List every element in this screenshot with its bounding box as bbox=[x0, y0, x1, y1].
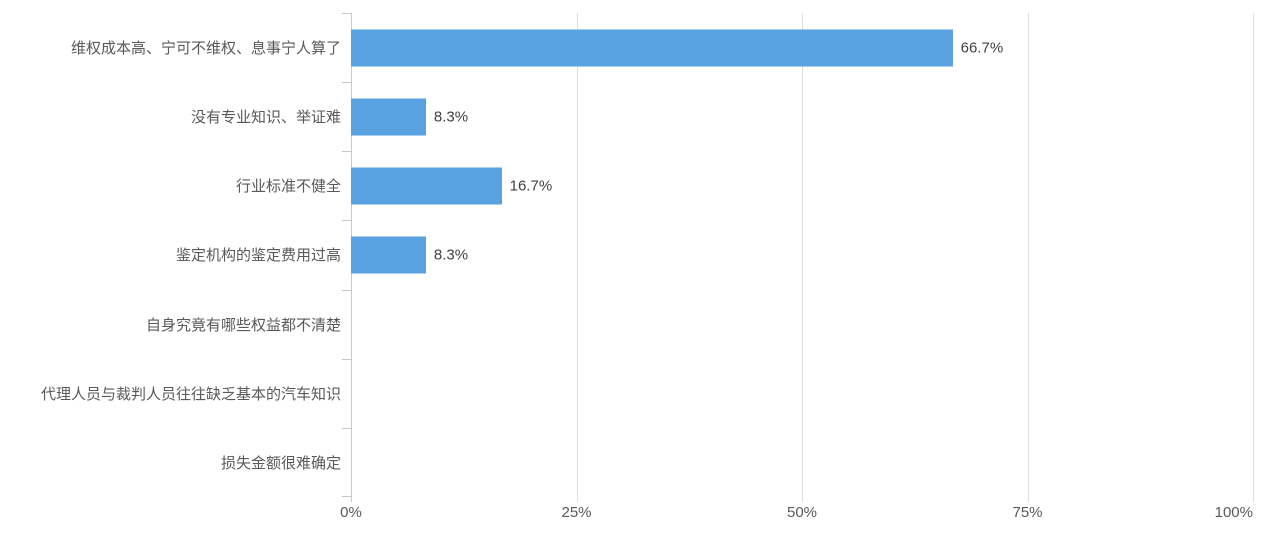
bar-row: 8.3% bbox=[351, 82, 1253, 151]
plot-area: 66.7% 8.3% 16.7% 8.3% bbox=[342, 13, 1254, 502]
y-axis-tick bbox=[342, 13, 351, 14]
category-label: 行业标准不健全 bbox=[235, 178, 341, 196]
bar-value-label: 66.7% bbox=[960, 39, 1004, 57]
category-label: 鉴定机构的鉴定费用过高 bbox=[175, 247, 341, 265]
x-axis-tick-label: 50% bbox=[786, 504, 818, 521]
bar bbox=[351, 98, 426, 136]
bar-value-label: 8.3% bbox=[433, 108, 469, 126]
category-label: 没有专业知识、举证难 bbox=[190, 109, 341, 127]
x-axis-tick-label: 0% bbox=[340, 504, 362, 521]
bar bbox=[351, 236, 426, 274]
gridline bbox=[802, 13, 803, 502]
y-axis-tick bbox=[342, 82, 351, 84]
bar bbox=[351, 29, 953, 67]
category-row: 损失金额很难确定 bbox=[0, 428, 341, 497]
bar-row bbox=[351, 290, 1253, 359]
bar-row bbox=[351, 359, 1253, 428]
x-axis-tick-labels: 0% 25% 50% 75% 100% bbox=[340, 504, 1253, 524]
y-axis-tick bbox=[342, 151, 351, 153]
y-axis-tick bbox=[342, 220, 351, 222]
bar-series: 66.7% 8.3% 16.7% 8.3% bbox=[351, 13, 1253, 497]
bar-row: 16.7% bbox=[351, 151, 1253, 220]
category-label: 代理人员与裁判人员往往缺乏基本的汽车知识 bbox=[40, 385, 341, 403]
y-axis-tick bbox=[342, 358, 351, 360]
bar-row: 8.3% bbox=[351, 220, 1253, 289]
y-axis-tick bbox=[342, 427, 351, 429]
category-row: 行业标准不健全 bbox=[0, 151, 341, 220]
y-axis-tick bbox=[342, 289, 351, 291]
bar-row: 66.7% bbox=[351, 13, 1253, 82]
category-label: 损失金额很难确定 bbox=[220, 454, 341, 472]
category-label: 自身究竟有哪些权益都不清楚 bbox=[145, 316, 341, 334]
bar-row bbox=[351, 428, 1253, 497]
category-row: 没有专业知识、举证难 bbox=[0, 82, 341, 151]
bar bbox=[351, 167, 502, 205]
category-row: 鉴定机构的鉴定费用过高 bbox=[0, 220, 341, 289]
bar-value-label: 8.3% bbox=[433, 246, 469, 264]
x-axis-tick-label: 25% bbox=[561, 504, 592, 521]
x-axis-tick-label: 100% bbox=[1214, 504, 1253, 521]
category-label: 维权成本高、宁可不维权、息事宁人算了 bbox=[70, 40, 341, 58]
bar-value-label: 16.7% bbox=[509, 177, 553, 195]
gridline bbox=[576, 13, 578, 502]
gridline bbox=[1253, 13, 1254, 502]
y-axis-tick bbox=[342, 496, 351, 497]
x-axis-tick-label: 75% bbox=[1012, 504, 1043, 521]
category-row: 维权成本高、宁可不维权、息事宁人算了 bbox=[0, 13, 341, 82]
category-row: 自身究竟有哪些权益都不清楚 bbox=[0, 290, 341, 359]
category-axis-labels: 维权成本高、宁可不维权、息事宁人算了没有专业知识、举证难行业标准不健全鉴定机构的… bbox=[0, 13, 341, 497]
gridline bbox=[1027, 13, 1029, 502]
category-row: 代理人员与裁判人员往往缺乏基本的汽车知识 bbox=[0, 359, 341, 428]
